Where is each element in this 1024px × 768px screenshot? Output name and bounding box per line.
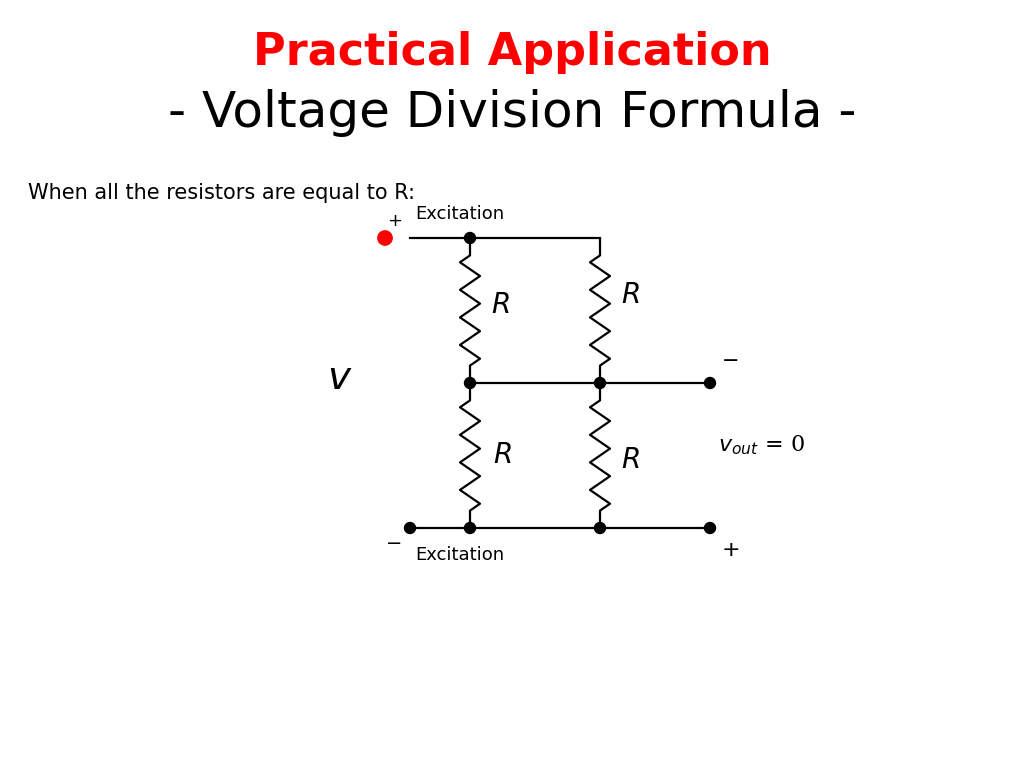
Circle shape: [705, 522, 716, 534]
Text: $v$: $v$: [328, 359, 352, 397]
Text: $R$: $R$: [621, 282, 639, 309]
Circle shape: [465, 378, 475, 389]
Text: +: +: [387, 212, 402, 230]
Circle shape: [705, 378, 716, 389]
Text: −: −: [722, 351, 739, 371]
Circle shape: [378, 231, 392, 245]
Circle shape: [595, 522, 605, 534]
Text: −: −: [386, 534, 402, 553]
Circle shape: [465, 522, 475, 534]
Text: $R$: $R$: [490, 292, 509, 319]
Text: $R$: $R$: [621, 447, 639, 474]
Text: $R$: $R$: [493, 442, 511, 469]
Circle shape: [595, 378, 605, 389]
Text: When all the resistors are equal to R:: When all the resistors are equal to R:: [28, 183, 415, 203]
Circle shape: [465, 233, 475, 243]
Text: Excitation: Excitation: [415, 546, 504, 564]
Text: $v_{out}$ = 0: $v_{out}$ = 0: [718, 434, 805, 457]
Text: - Voltage Division Formula -: - Voltage Division Formula -: [168, 89, 856, 137]
Text: Excitation: Excitation: [415, 205, 504, 223]
Text: Practical Application: Practical Application: [253, 31, 771, 74]
Text: +: +: [722, 540, 740, 560]
Circle shape: [404, 522, 416, 534]
